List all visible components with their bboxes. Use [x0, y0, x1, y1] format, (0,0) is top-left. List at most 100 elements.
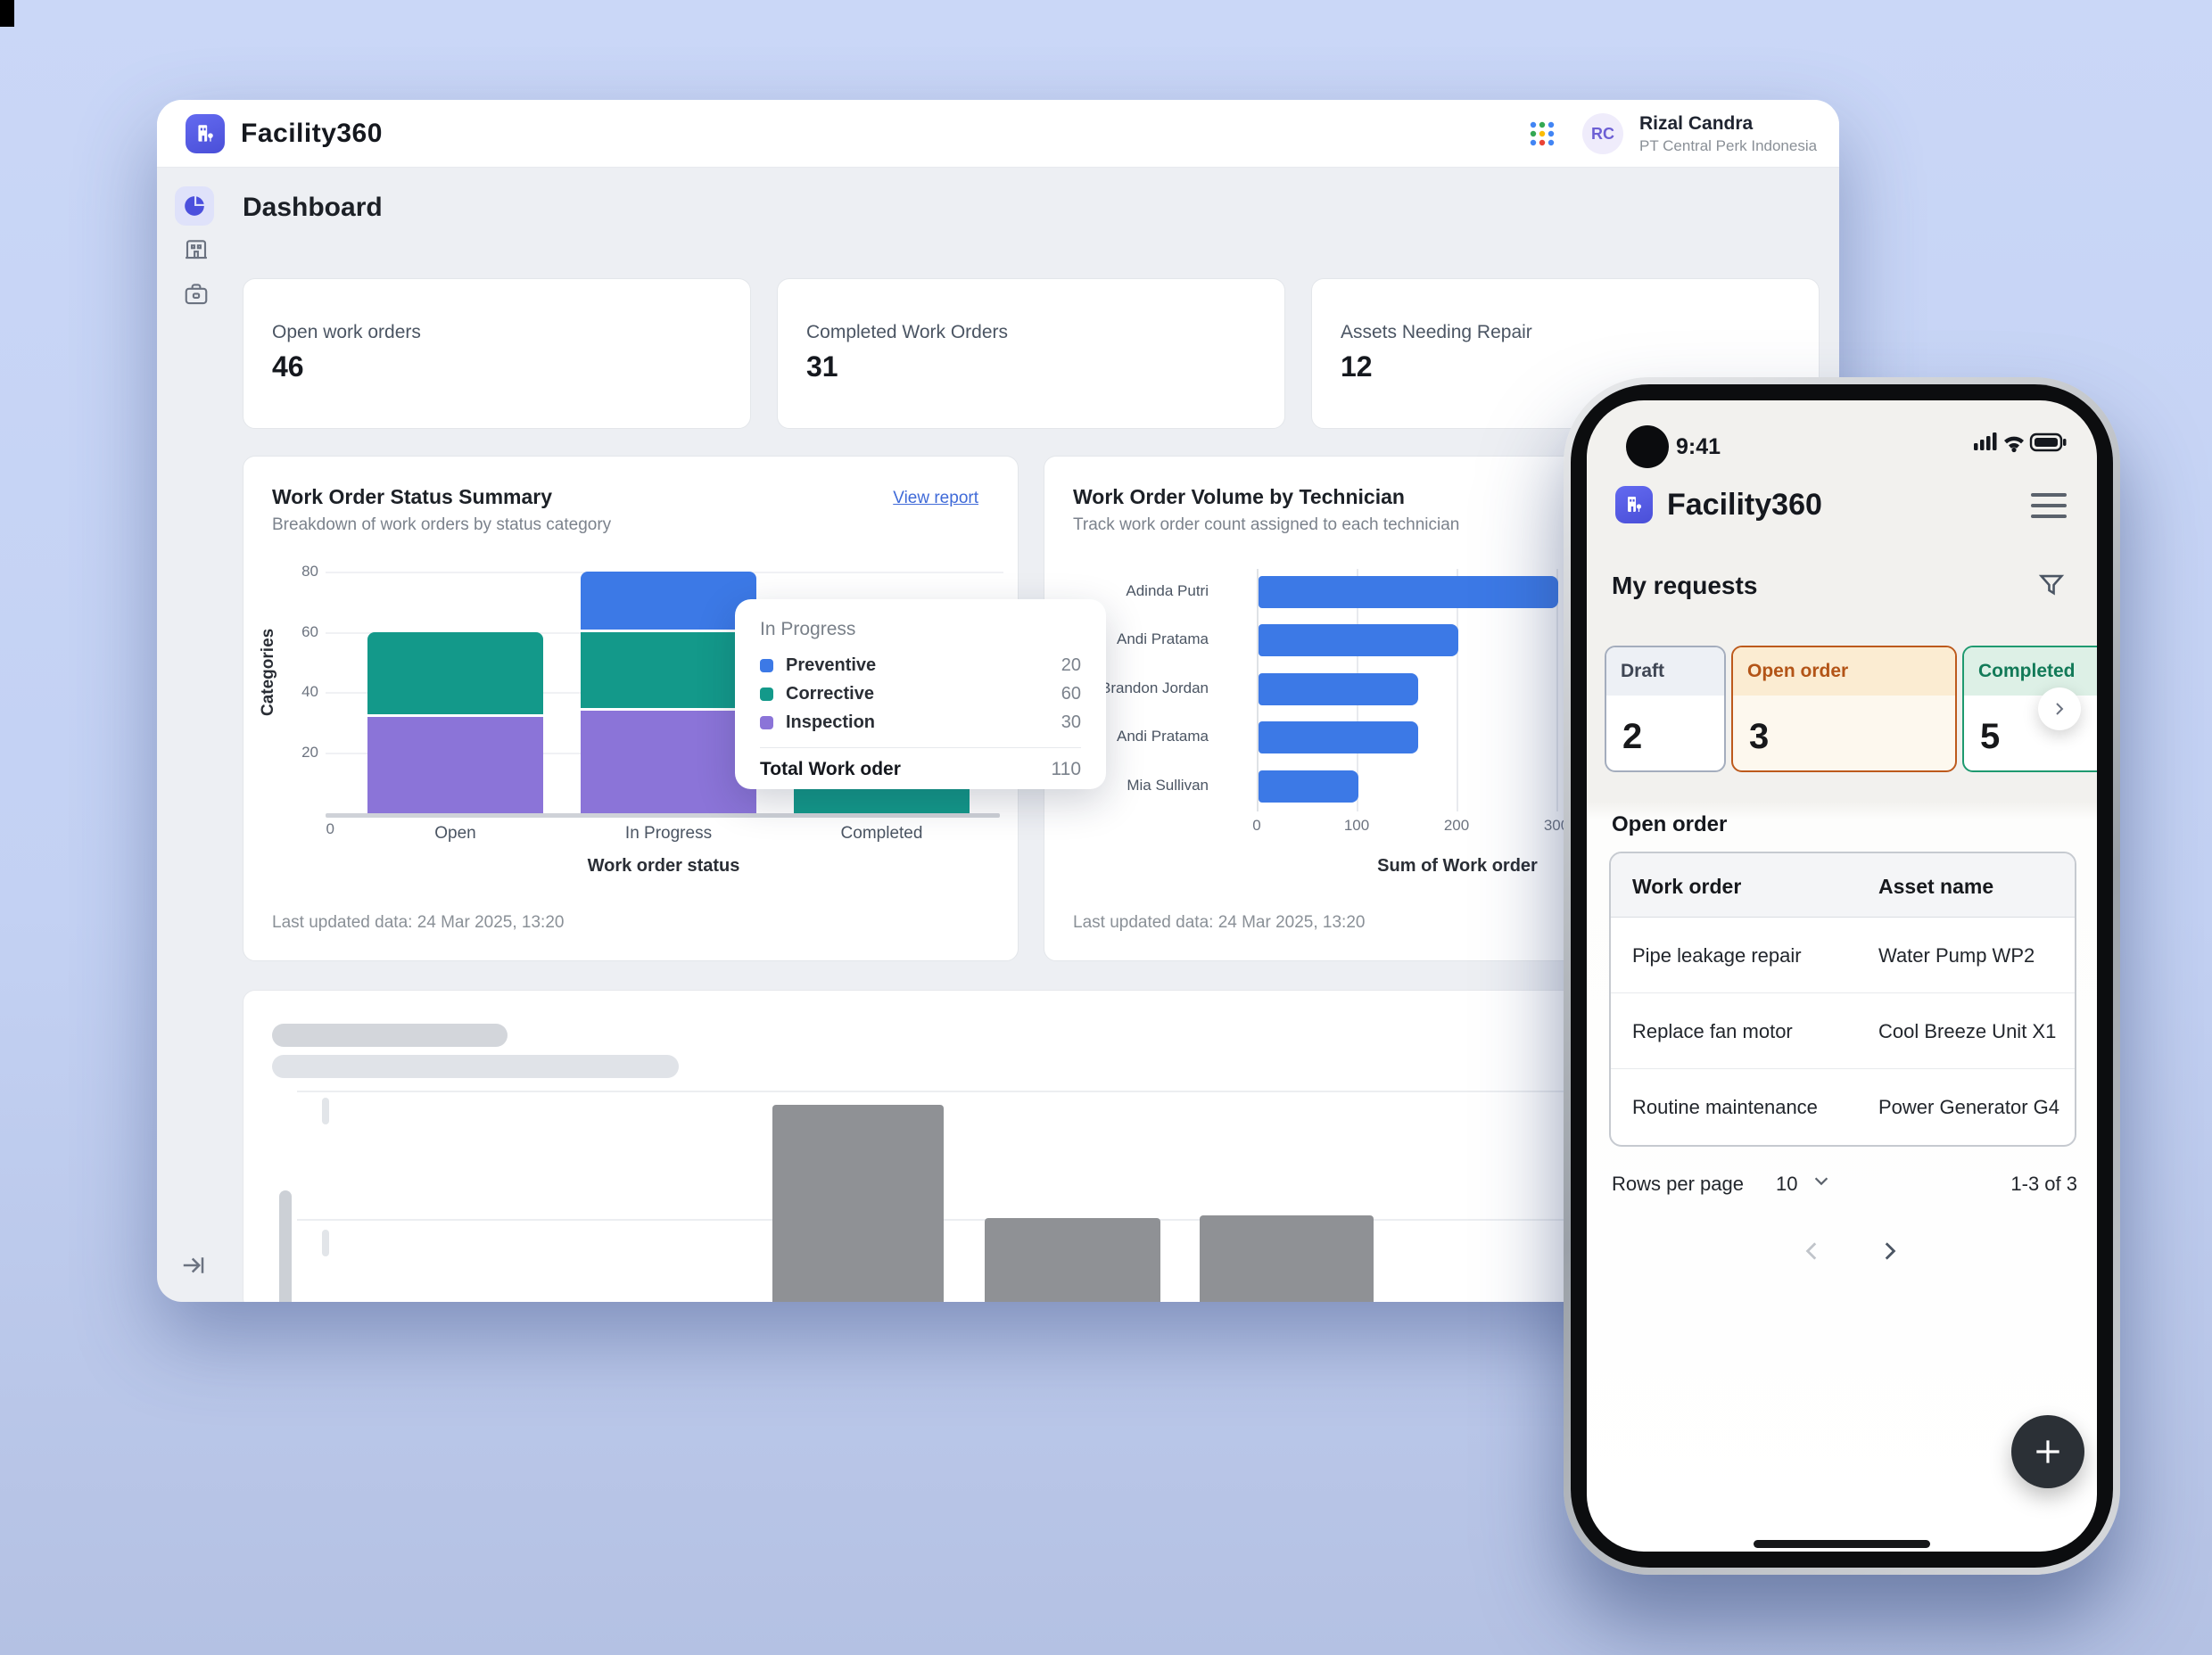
- plus-icon: [2036, 1440, 2059, 1463]
- screenshot-artifact: [0, 0, 14, 27]
- x-tick-label: 0: [1252, 817, 1261, 834]
- sidebar-item-dashboard[interactable]: [175, 186, 214, 226]
- tooltip-row-label: Preventive: [786, 655, 877, 675]
- y-tick-label: 20: [301, 744, 318, 762]
- facility360-logo-icon: [1615, 486, 1653, 523]
- status-bar-time: 9:41: [1676, 434, 1721, 459]
- bar-mia-sullivan[interactable]: [1259, 770, 1358, 803]
- table-row[interactable]: Routine maintenance Power Generator G4: [1611, 1069, 2075, 1145]
- table-row[interactable]: Replace fan motor Cool Breeze Unit X1: [1611, 993, 2075, 1069]
- bar-adinda-putri[interactable]: [1259, 576, 1558, 608]
- loading-chart-card: [243, 990, 1820, 1302]
- tooltip-total-label: Total Work oder: [760, 759, 901, 779]
- kpi-label: Completed Work Orders: [806, 322, 1009, 342]
- carousel-next-button[interactable]: [2038, 688, 2081, 730]
- cell-asset-name: Water Pump WP2: [1878, 944, 2035, 967]
- cell-work-order: Pipe leakage repair: [1632, 944, 1802, 967]
- skeleton-tick: [322, 1098, 329, 1124]
- tooltip-row-label: Corrective: [786, 683, 874, 704]
- x-tick-label: 100: [1343, 817, 1370, 834]
- summary-card-open-order[interactable]: Open order 3: [1731, 646, 1957, 772]
- bar-andi-pratama[interactable]: [1259, 721, 1419, 753]
- sidebar-item-work-orders[interactable]: [182, 280, 210, 309]
- x-tick-label: 200: [1443, 817, 1470, 834]
- stacked-bar-open[interactable]: [367, 631, 543, 813]
- view-report-link[interactable]: View report: [893, 489, 978, 507]
- tooltip-row-value: 60: [1061, 683, 1081, 704]
- y-tick-label: 40: [301, 683, 318, 701]
- sidebar-expand-icon[interactable]: [180, 1252, 207, 1279]
- x-axis-line: [326, 813, 1000, 818]
- column-header-asset-name: Asset name: [1878, 875, 1994, 898]
- tooltip-title: In Progress: [760, 619, 856, 639]
- cell-work-order: Routine maintenance: [1632, 1096, 1818, 1118]
- kpi-value: 12: [1341, 350, 1373, 383]
- kpi-label: Assets Needing Repair: [1341, 322, 1532, 342]
- table-row[interactable]: Pipe leakage repair Water Pump WP2: [1611, 918, 2075, 993]
- previous-page-button[interactable]: [1801, 1237, 1824, 1270]
- summary-card-draft[interactable]: Draft 2: [1605, 646, 1726, 772]
- y-tick-label: 80: [301, 562, 318, 580]
- kpi-label: Open work orders: [272, 322, 421, 342]
- kpi-card-open-work-orders: Open work orders 46: [243, 278, 751, 429]
- phone-mockup: 9:41 Facility360 My requests: [1564, 377, 2120, 1575]
- chart-subtitle: Track work order count assigned to each …: [1073, 515, 1460, 534]
- avatar[interactable]: RC: [1582, 113, 1623, 154]
- brand-name: Facility360: [241, 119, 383, 148]
- column-header-work-order: Work order: [1632, 875, 1742, 898]
- app-grid-icon[interactable]: [1527, 119, 1557, 150]
- x-category-label: Completed: [840, 824, 923, 843]
- divider: [760, 747, 1081, 748]
- user-name: Rizal Candra: [1639, 113, 1754, 134]
- bar-segment-corrective: [581, 631, 756, 708]
- summary-card-value: 5: [1980, 717, 2001, 756]
- skeleton-bar: [772, 1105, 944, 1302]
- chevron-left-icon: [1805, 1242, 1817, 1260]
- wifi-icon: [2004, 436, 2024, 453]
- sidebar-item-assets[interactable]: [182, 235, 210, 263]
- kpi-card-completed-work-orders: Completed Work Orders 31: [777, 278, 1285, 429]
- cell-work-order: Replace fan motor: [1632, 1020, 1793, 1042]
- skeleton-bar: [985, 1218, 1160, 1302]
- next-page-button[interactable]: [1878, 1237, 1901, 1270]
- app-header: Facility360 RC Rizal Candra PT Central P…: [157, 100, 1839, 168]
- technician-name: Andi Pratama: [1117, 630, 1209, 647]
- desktop-window: Facility360 RC Rizal Candra PT Central P…: [157, 100, 1839, 1302]
- chart-title: Work Order Volume by Technician: [1073, 485, 1405, 508]
- facility360-logo-icon: [186, 114, 225, 153]
- legend-color-chip: [760, 715, 773, 729]
- signal-icon: [1974, 432, 1997, 450]
- summary-card-label: Completed: [1964, 647, 2097, 696]
- rows-per-page-label: Rows per page: [1612, 1173, 1744, 1195]
- skeleton-subtitle-placeholder: [272, 1055, 679, 1078]
- chevron-down-icon[interactable]: [1812, 1171, 1831, 1196]
- section-title: Open order: [1612, 812, 1728, 836]
- battery-icon: [2029, 432, 2067, 452]
- gridline: [1457, 569, 1458, 811]
- status-bar-icons: [1974, 431, 2067, 458]
- bar-segment-corrective: [367, 631, 543, 714]
- home-indicator[interactable]: [1754, 1540, 1930, 1548]
- gridline: [1257, 569, 1259, 811]
- tooltip-row: Preventive 20: [760, 651, 1081, 679]
- cell-asset-name: Power Generator G4: [1878, 1096, 2059, 1118]
- bar-segment-inspection: [367, 716, 543, 813]
- technician-name: Brandon Jordan: [1101, 679, 1209, 696]
- phone-screen: 9:41 Facility360 My requests: [1587, 400, 2097, 1552]
- filter-icon[interactable]: [2036, 570, 2067, 600]
- stacked-bar-in-progress[interactable]: [581, 571, 756, 813]
- x-axis-title: Work order status: [587, 856, 740, 876]
- menu-icon[interactable]: [2031, 493, 2067, 520]
- bar-andi-pratama[interactable]: [1259, 624, 1458, 656]
- x-tick-label: 300: [1543, 817, 1570, 834]
- x-axis-title: Sum of Work order: [1377, 856, 1538, 876]
- bar-brandon-jordan[interactable]: [1259, 673, 1419, 705]
- add-request-fab[interactable]: [2011, 1415, 2084, 1488]
- technician-name: Adinda Putri: [1126, 582, 1209, 599]
- rows-per-page-select[interactable]: 10: [1776, 1173, 1798, 1195]
- pagination-range-label: 1-3 of 3: [2010, 1173, 2077, 1195]
- tooltip-row-label: Inspection: [786, 712, 876, 732]
- camera-punch-hole: [1626, 425, 1669, 468]
- summary-card-value: 3: [1749, 717, 1770, 756]
